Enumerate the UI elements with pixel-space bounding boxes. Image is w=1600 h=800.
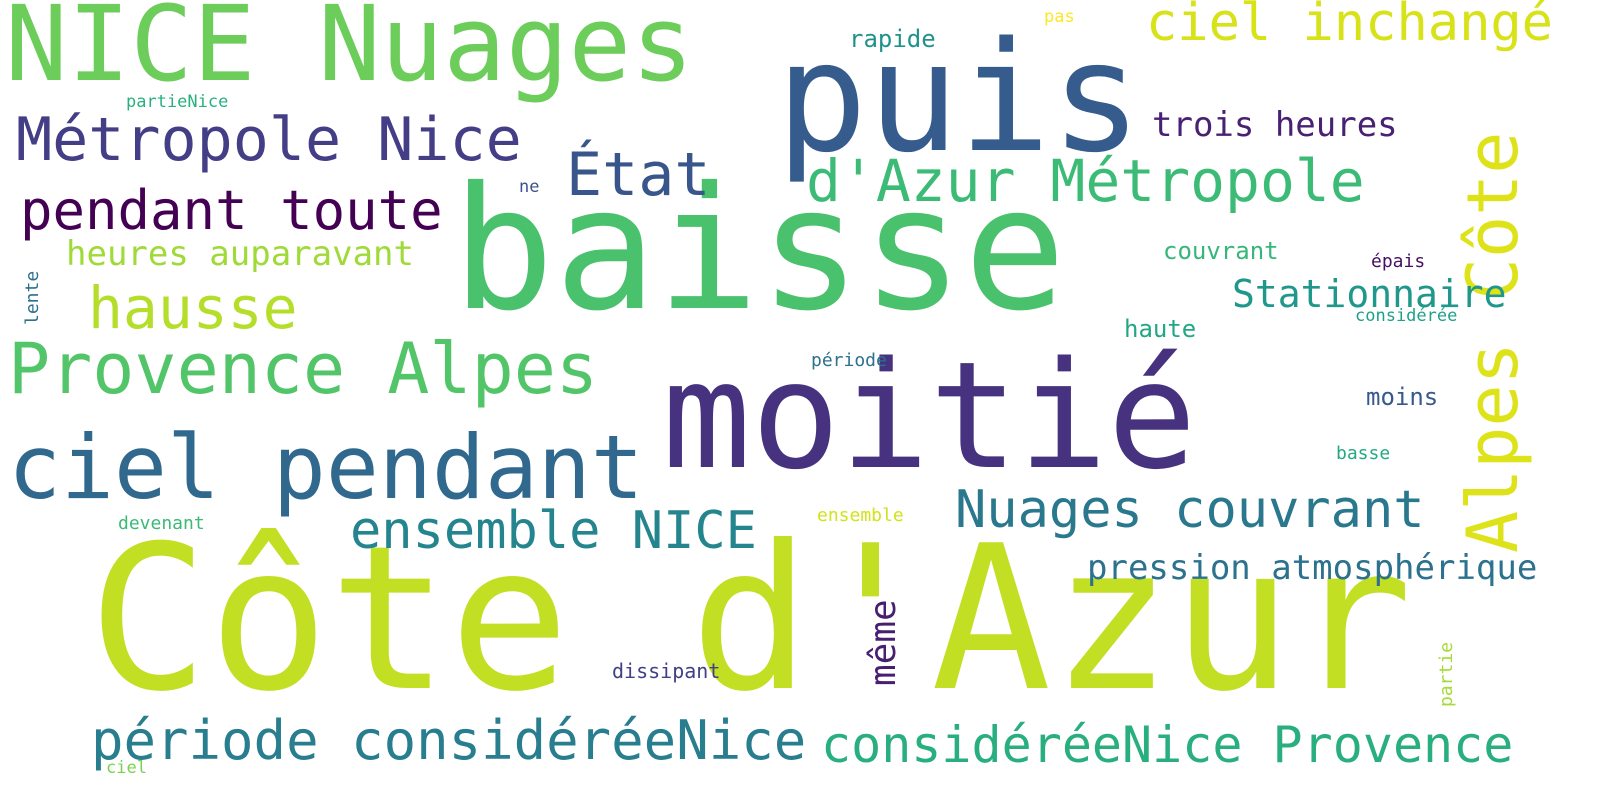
word-pas: pas [1044,7,1075,27]
word-moitie: moitié [662,330,1197,502]
word-ensemble-nice: ensemble NICE [350,501,757,561]
word-ensemble: ensemble [817,505,904,526]
word-consideree-nice-provence: considéréeNice Provence [821,716,1514,774]
word-rapide: rapide [849,25,936,53]
word-haute: haute [1124,315,1197,343]
word-meme: même [863,599,904,686]
word-lente: lente [22,270,43,325]
word-metropole-nice: Métropole Nice [16,105,522,175]
word-periode-consideree-nice: période considéréeNice [91,709,807,772]
word-puis: puis [776,9,1143,186]
word-heures-auparavant: heures auparavant [66,234,414,274]
word-periode: période [811,350,887,371]
word-couvrant: couvrant [1163,237,1279,265]
word-alpes-cote: Alpes Côte [1452,131,1534,553]
word-dissipant: dissipant [612,659,721,683]
word-provence-alpes: Provence Alpes [8,328,599,410]
word-devenant: devenant [118,513,205,534]
word-nuages-couvrant: Nuages couvrant [955,480,1425,540]
word-partie: partie [1436,641,1457,707]
word-ciel-inchange: ciel inchangé [1146,0,1553,53]
word-dazur-metropole: d'Azur Métropole [806,147,1365,215]
word-stationnaire: Stationnaire [1232,272,1507,316]
word-moins: moins [1366,383,1439,411]
word-epais: épais [1371,251,1426,272]
word-trois-heures: trois heures [1152,105,1398,145]
word-hausse: hausse [88,274,298,342]
word-partie-nice: partieNice [126,92,229,112]
word-etat: État [566,140,711,210]
word-baisse: baisse [452,151,1067,349]
word-consideree: considérée [1355,306,1458,326]
word-nice-nuages: NICE Nuages [5,0,694,105]
word-ne: ne [519,177,540,197]
word-ciel: ciel [106,758,147,778]
word-cote-dazur: Côte d'Azur [88,503,1413,736]
word-pression-atmospherique: pression atmosphérique [1087,548,1538,588]
word-ciel-pendant: ciel pendant [8,416,644,519]
word-basse: basse [1336,443,1391,464]
word-pendant-toute: pendant toute [20,179,443,242]
